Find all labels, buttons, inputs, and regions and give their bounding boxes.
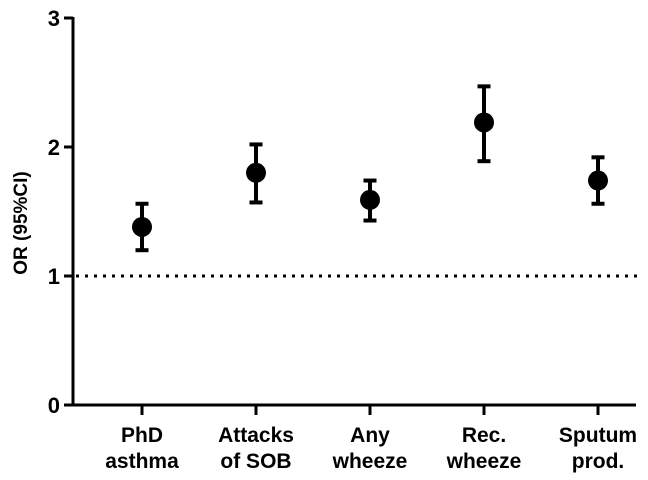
y-tick-label: 3	[48, 6, 60, 31]
data-point	[474, 112, 494, 133]
x-tick-label-line: Any	[350, 424, 390, 447]
x-tick-label-line: Sputum	[559, 424, 637, 447]
data-point	[246, 162, 266, 183]
x-tick-label-line: wheeze	[446, 450, 522, 473]
data-point	[588, 170, 608, 191]
data-point	[132, 216, 152, 237]
data-point	[360, 189, 380, 210]
x-tick-label: Rec. wheeze	[446, 424, 522, 473]
y-tick-label: 1	[48, 264, 60, 289]
x-tick-label-line: Rec.	[462, 424, 506, 447]
y-tick-label: 0	[48, 393, 60, 418]
data-point-group	[588, 155, 608, 206]
y-axis-title: OR (95%CI)	[11, 171, 32, 274]
x-tick-label-line: PhD	[121, 424, 163, 447]
data-point-group	[132, 201, 152, 253]
x-axis: PhD asthma Attacks of SOB Any wheeze Rec. wheez…	[71, 403, 637, 473]
x-tick-label-line: asthma	[105, 450, 179, 473]
x-tick-label: Sputum prod.	[559, 424, 637, 473]
x-tick-label-line: Attacks	[218, 424, 294, 447]
data-point-group	[246, 142, 266, 205]
y-tick-label: 2	[48, 135, 60, 160]
x-tick-label: PhD asthma	[105, 424, 179, 473]
x-tick-label-line: of SOB	[220, 450, 291, 473]
y-axis: 0 1 2 3	[48, 6, 75, 418]
data-point-group	[474, 84, 494, 164]
data-marks	[132, 84, 608, 253]
data-point-group	[360, 178, 380, 223]
x-tick-label-line: wheeze	[332, 450, 408, 473]
x-tick-label: Any wheeze	[332, 424, 408, 473]
x-tick-label-line: prod.	[572, 450, 625, 473]
x-tick-label: Attacks of SOB	[218, 424, 294, 473]
